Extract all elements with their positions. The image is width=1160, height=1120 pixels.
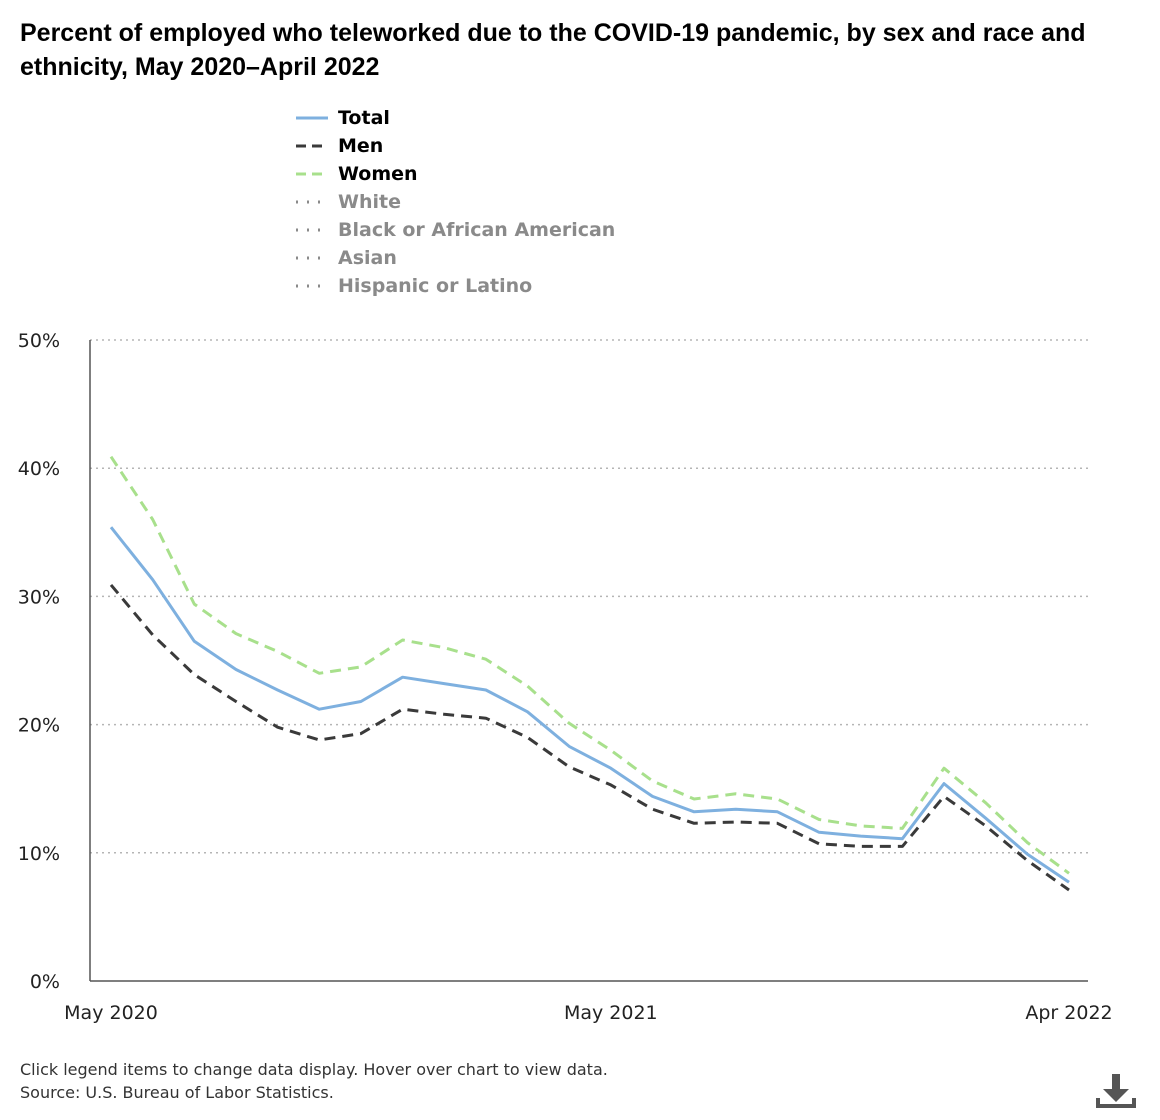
legend-swatch-dashed [296,144,328,148]
download-icon[interactable] [1094,1070,1138,1114]
instructions-note: Click legend items to change data displa… [20,1060,608,1079]
legend: Total Men Women White Black or African A… [296,104,615,300]
x-tick-label: Apr 2022 [1025,1002,1112,1024]
chart-title: Percent of employed who teleworked due t… [20,19,1086,81]
legend-swatch-solid [296,116,328,120]
series-line-women[interactable] [109,455,1070,875]
download-arrow-shaft [1112,1074,1120,1090]
legend-item-total[interactable]: Total [296,104,615,132]
legend-label: Hispanic or Latino [338,275,533,297]
legend-label: Black or African American [338,219,616,241]
legend-label: Asian [338,247,397,269]
y-tick-label: 0% [30,971,60,993]
legend-item-men[interactable]: Men [296,132,615,160]
legend-item-asian[interactable]: Asian [296,244,615,272]
chart-footer: Click legend items to change data displa… [20,1058,608,1104]
legend-label: Men [338,135,384,157]
series-lines[interactable] [109,455,1070,892]
legend-label: Total [338,107,390,129]
y-tick-label: 50% [18,330,60,352]
download-tray-left [1096,1098,1100,1108]
download-tray [1096,1104,1136,1108]
legend-item-white[interactable]: White [296,188,615,216]
legend-item-hispanic-or-latino[interactable]: Hispanic or Latino [296,272,615,300]
y-tick-label: 10% [18,843,60,865]
y-tick-label: 40% [18,458,60,480]
legend-label: White [338,191,401,213]
y-tick-label: 20% [18,715,60,737]
line-chart[interactable]: 0% 10% 20% 30% 40% 50% May 2020 May 2021 Apr 202… [0,0,1160,1050]
gridlines [90,339,1088,854]
x-tick-label: May 2020 [64,1002,158,1024]
axes: 0% 10% 20% 30% 40% 50% May 2020 May 2021 Apr 202… [18,330,1113,1024]
series-line-men[interactable] [109,583,1070,892]
y-tick-label: 30% [18,586,60,608]
legend-swatch-dashed [296,172,328,176]
legend-item-women[interactable]: Women [296,160,615,188]
download-tray-right [1132,1098,1136,1108]
legend-label: Women [338,163,418,185]
series-line-total[interactable] [109,526,1070,884]
legend-item-black-or-african-american[interactable]: Black or African American [296,216,615,244]
source-note: Source: U.S. Bureau of Labor Statistics. [20,1083,334,1102]
x-tick-label: May 2021 [564,1002,658,1024]
download-arrow-head [1103,1089,1129,1102]
